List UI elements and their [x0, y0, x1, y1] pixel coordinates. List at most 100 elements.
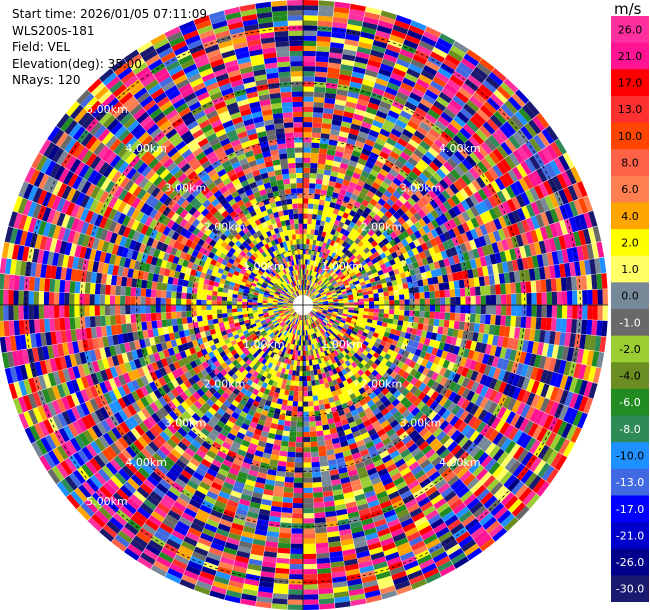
ray-bin: [348, 13, 364, 22]
ray-bin: [374, 424, 384, 433]
ray-bin: [254, 395, 262, 403]
ray-bin: [295, 324, 298, 330]
ray-bin: [338, 74, 352, 82]
ray-bin: [507, 427, 519, 441]
ray-bin: [326, 449, 335, 456]
ray-bin: [337, 296, 344, 300]
ray-bin: [209, 363, 217, 371]
ray-bin: [218, 490, 231, 500]
ray-bin: [386, 403, 395, 412]
ray-bin: [314, 327, 319, 333]
ray-bin: [317, 373, 323, 380]
ray-bin: [313, 400, 319, 407]
ray-bin: [74, 434, 86, 449]
ray-bin: [372, 164, 382, 173]
ray-bin: [338, 130, 349, 138]
ray-bin: [172, 407, 183, 418]
ray-bin: [348, 307, 354, 311]
ray-bin: [355, 219, 363, 227]
ray-bin: [405, 565, 421, 576]
ray-bin: [325, 87, 337, 95]
ray-bin: [405, 235, 413, 244]
ray-bin: [374, 328, 381, 335]
ray-bin: [339, 69, 353, 77]
ray-bin: [464, 358, 473, 369]
ray-bin: [122, 406, 133, 419]
ray-bin: [362, 349, 369, 357]
ray-bin: [485, 305, 492, 315]
ray-bin: [267, 362, 273, 369]
ray-bin: [267, 411, 275, 418]
ray-bin: [399, 331, 407, 338]
ray-bin: [568, 217, 578, 233]
ray-bin: [329, 318, 335, 323]
ray-bin: [203, 325, 210, 332]
ray-bin: [322, 327, 327, 333]
ray-bin: [415, 549, 430, 561]
ray-bin: [503, 121, 517, 136]
ray-bin: [338, 245, 345, 252]
ray-bin: [435, 333, 443, 342]
ray-bin: [314, 188, 322, 195]
ray-bin: [290, 310, 296, 315]
ray-bin: [358, 298, 364, 302]
ray-bin: [299, 314, 301, 320]
ray-bin: [578, 213, 588, 230]
ray-bin: [445, 352, 453, 362]
ray-bin: [259, 386, 266, 394]
ray-bin: [520, 434, 532, 449]
ray-bin: [435, 252, 444, 261]
ray-bin: [368, 210, 377, 218]
ray-bin: [367, 315, 374, 320]
ray-bin: [464, 170, 476, 183]
ray-bin: [268, 311, 274, 315]
ray-bin: [333, 362, 339, 369]
ray-bin: [439, 179, 449, 190]
ray-bin: [351, 530, 365, 539]
ray-bin: [443, 257, 451, 267]
ray-bin: [437, 560, 453, 573]
ray-bin: [337, 270, 343, 277]
ray-bin: [398, 86, 412, 97]
ray-bin: [503, 474, 517, 489]
ray-bin: [262, 556, 277, 563]
ray-bin: [318, 204, 324, 211]
ray-bin: [264, 546, 278, 553]
ray-bin: [480, 455, 493, 468]
ray-bin: [201, 440, 212, 450]
ray-bin: [246, 447, 256, 455]
ray-bin: [112, 492, 127, 506]
ray-bin: [489, 114, 503, 128]
ray-bin: [394, 62, 409, 73]
ray-bin: [414, 335, 421, 343]
ray-bin: [351, 205, 359, 213]
ray-bin: [348, 404, 357, 412]
ray-bin: [73, 452, 86, 467]
ray-bin: [463, 278, 470, 288]
ray-bin: [479, 285, 486, 296]
ray-bin: [284, 342, 289, 348]
ray-bin: [238, 366, 246, 373]
ray-bin: [536, 305, 542, 318]
ray-bin: [535, 396, 546, 411]
ray-bin: [140, 396, 150, 408]
ray-bin: [416, 342, 424, 351]
ray-bin: [424, 113, 438, 124]
ray-bin: [573, 378, 583, 395]
ray-bin: [215, 571, 231, 580]
ray-bin: [282, 329, 287, 335]
ray-bin: [391, 146, 403, 156]
ray-bin: [273, 311, 279, 315]
ray-bin: [389, 223, 398, 232]
ray-bin: [427, 324, 434, 333]
ray-bin: [249, 320, 256, 326]
ray-bin: [110, 475, 124, 489]
ray-bin: [419, 98, 433, 109]
ray-bin: [424, 298, 431, 305]
ray-bin: [327, 244, 333, 251]
ray-bin: [173, 331, 181, 340]
ray-bin: [354, 244, 361, 251]
ray-bin: [326, 292, 332, 296]
ray-bin: [437, 193, 447, 204]
ray-bin: [303, 589, 319, 595]
